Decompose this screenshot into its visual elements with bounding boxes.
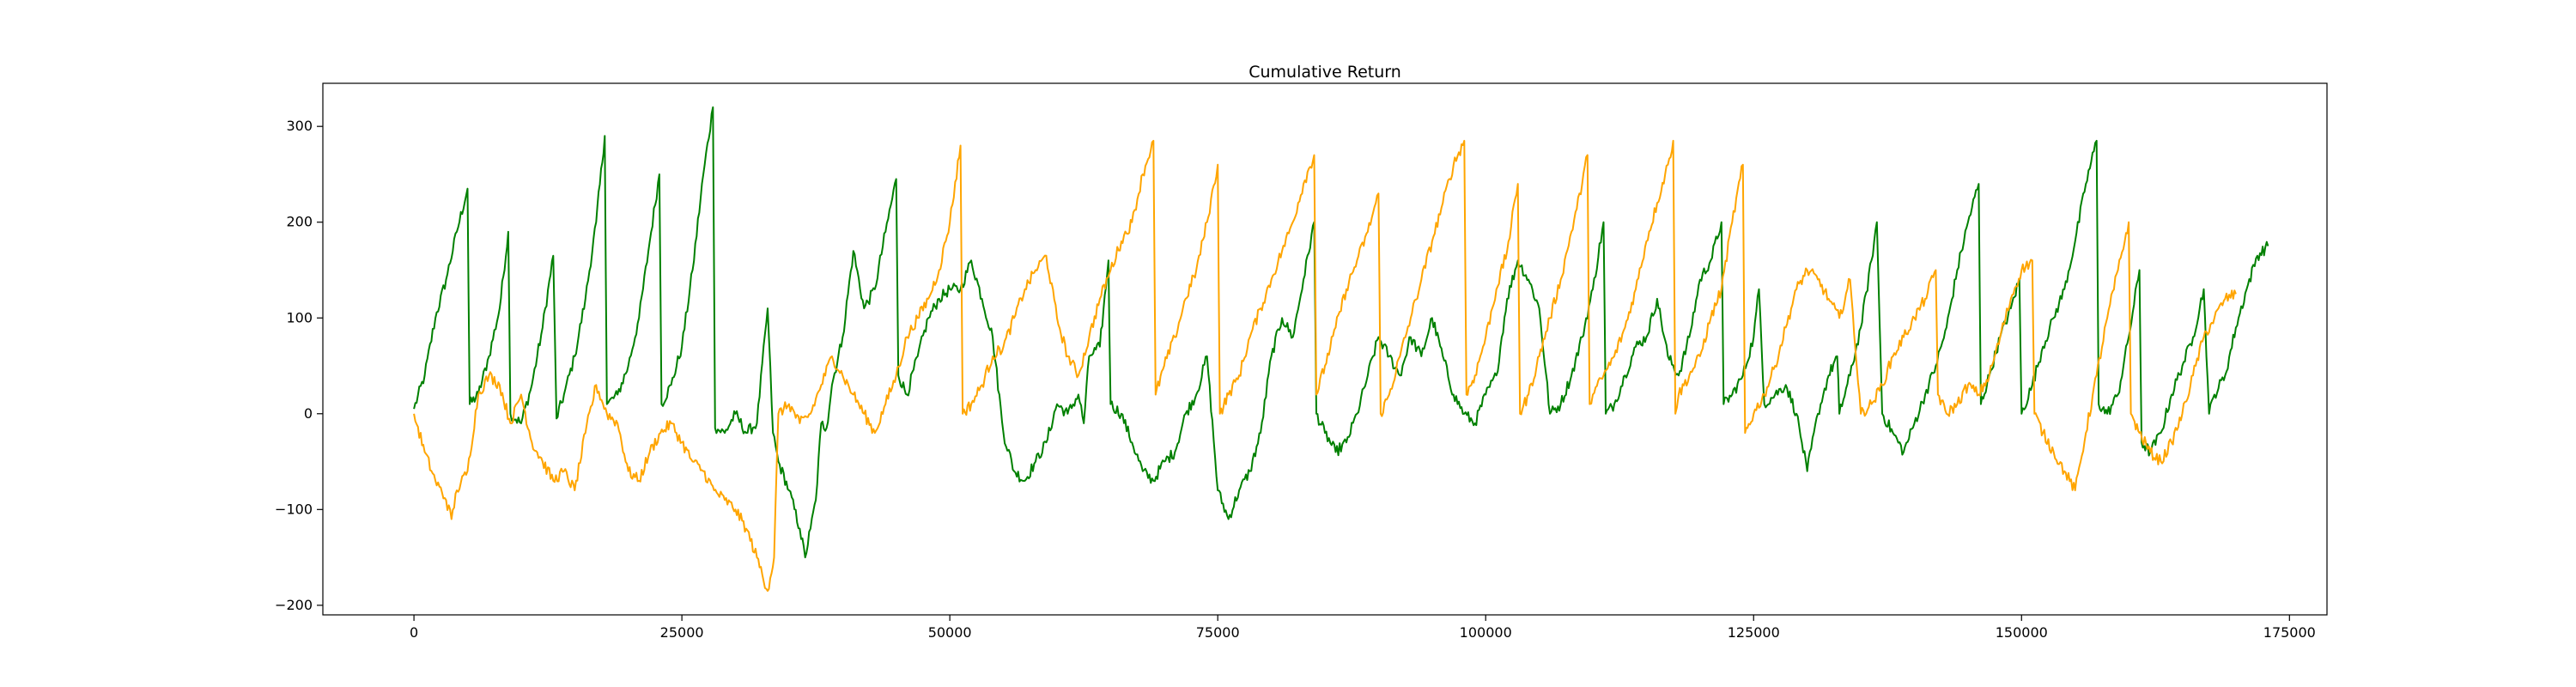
x-tick-label: 125000 [1728,624,1780,641]
y-tick-label: −100 [275,501,313,517]
y-axis: −200 −100 0 100 200 300 [275,118,323,613]
x-tick-label: 50000 [928,624,972,641]
x-tick-label: 150000 [1996,624,2048,641]
x-tick-label: 100000 [1460,624,1512,641]
x-tick-label: 175000 [2263,624,2316,641]
y-tick-label: −200 [275,597,313,613]
y-tick-label: 300 [286,118,313,134]
chart-title: Cumulative Return [1249,63,1401,82]
y-tick-label: 200 [286,214,313,230]
series-line-1 [413,106,2269,559]
plot-frame [322,82,2328,616]
y-tick-label: 0 [304,405,313,422]
x-tick-label: 0 [410,624,418,641]
x-tick-label: 75000 [1196,624,1240,641]
x-axis: 0 25000 50000 75000 100000 125000 150000 175000 [410,615,2316,641]
x-tick-label: 25000 [660,624,704,641]
plot-series [413,106,2269,593]
series-line-2 [413,139,2237,593]
y-tick-label: 100 [286,309,313,325]
